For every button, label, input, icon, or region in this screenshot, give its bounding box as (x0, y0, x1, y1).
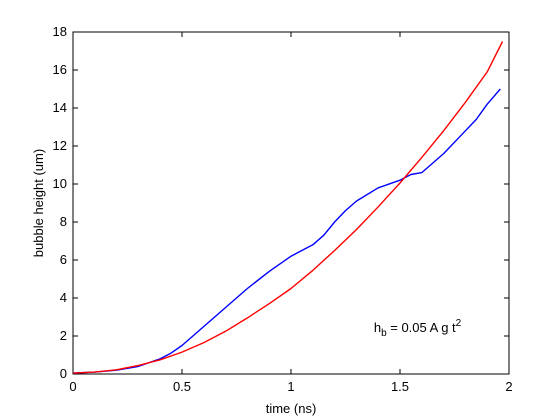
y-tick-label: 18 (53, 24, 67, 39)
x-tick-label: 0 (69, 379, 76, 394)
y-tick-label: 10 (53, 176, 67, 191)
y-tick-label: 4 (60, 290, 67, 305)
y-tick-label: 12 (53, 138, 67, 153)
x-tick-label: 2 (505, 379, 512, 394)
y-tick-label: 0 (60, 366, 67, 381)
formula-subscript: b (381, 328, 387, 339)
x-axis-label: time (ns) (266, 401, 317, 416)
y-tick-label: 16 (53, 62, 67, 77)
series-layer (72, 41, 504, 374)
y-tick-label: 6 (60, 252, 67, 267)
formula-superscript: 2 (456, 318, 462, 329)
x-tick-label: 0.5 (173, 379, 191, 394)
y-tick-label: 8 (60, 214, 67, 229)
formula-annotation: hb = 0.05 A g t2 (374, 318, 462, 339)
x-tick-label: 1 (287, 379, 294, 394)
formula-middle: = 0.05 A g t (387, 320, 456, 335)
y-tick-label: 2 (60, 328, 67, 343)
y-tick-label: 14 (53, 100, 67, 115)
x-tick-label: 1.5 (391, 379, 409, 394)
ticks-layer: 0 0.5 1 1.5 2 0 2 4 6 8 10 12 14 16 18 (53, 24, 513, 394)
formula-base: h (374, 320, 381, 335)
series-line-2 (72, 41, 504, 374)
series-line-1 (72, 88, 501, 374)
plot-area (72, 31, 510, 375)
y-axis-label: bubble height (um) (31, 149, 46, 257)
